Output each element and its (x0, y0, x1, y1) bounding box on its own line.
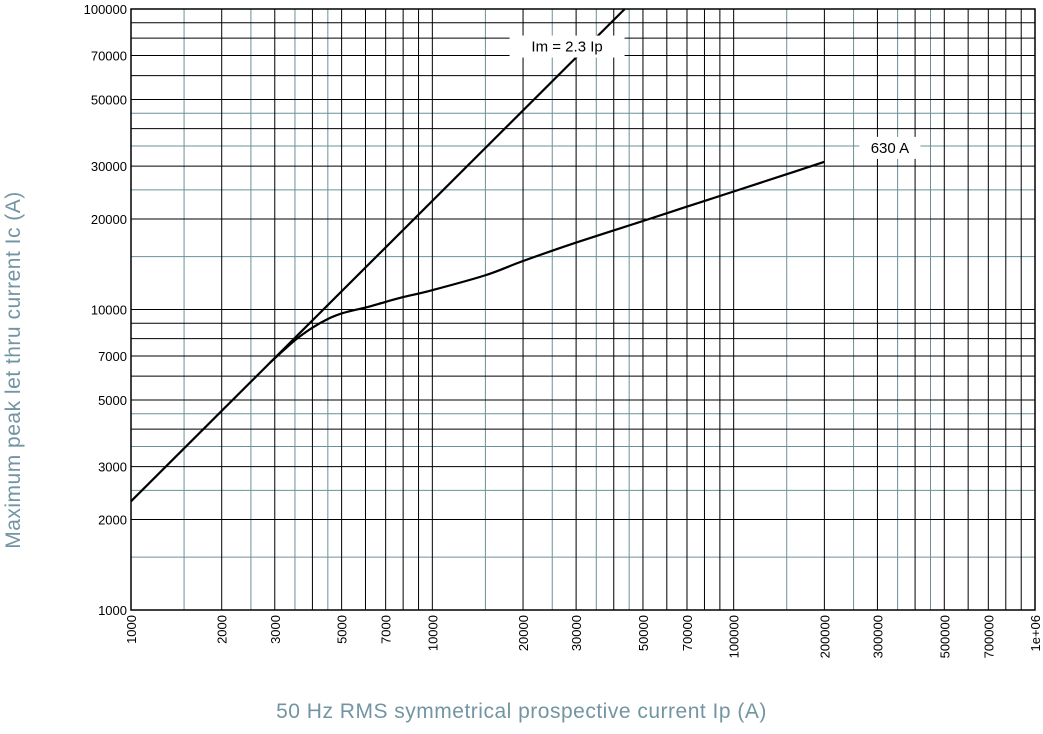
x-axis-title: 50 Hz RMS symmetrical prospective curren… (276, 700, 767, 723)
x-tick-label: 1000 (124, 615, 139, 644)
x-tick-label: 200000 (817, 615, 832, 658)
y-tick-label: 1000 (98, 603, 127, 618)
x-tick-label: 10000 (425, 615, 440, 651)
annotation-box (509, 35, 625, 58)
y-tick-label: 3000 (98, 460, 127, 475)
y-axis-title: Maximum peak let thru current Ic (A) (2, 191, 25, 549)
x-tick-label: 3000 (268, 615, 283, 644)
x-tick-label: 70000 (680, 615, 695, 651)
annotation-630a-label: 630 A (871, 140, 909, 157)
x-tick-label: 100000 (727, 615, 742, 658)
x-tick-label: 30000 (569, 615, 584, 651)
y-tick-label: 10000 (91, 303, 127, 318)
annotation-box (859, 136, 921, 159)
y-tick-label: 7000 (98, 349, 127, 364)
y-tick-label: 20000 (91, 212, 127, 227)
x-tick-label: 50000 (636, 615, 651, 651)
x-tick-label: 7000 (379, 615, 394, 644)
annotation-im-label: Im = 2.3 Ip (531, 39, 602, 56)
x-tick-label: 500000 (937, 615, 952, 658)
y-tick-label: 2000 (98, 513, 127, 528)
x-tick-label: 300000 (870, 615, 885, 658)
y-tick-label: 100000 (84, 2, 127, 17)
x-tick-label: 2000 (215, 615, 230, 644)
y-tick-label: 70000 (91, 49, 127, 64)
y-tick-label: 30000 (91, 159, 127, 174)
x-tick-label: 5000 (335, 615, 350, 644)
x-tick-label: 1e+06 (1028, 615, 1043, 652)
y-tick-label: 5000 (98, 393, 127, 408)
y-tick-label: 50000 (91, 92, 127, 107)
plot-frame (130, 8, 1036, 611)
series-line-630a (269, 160, 825, 364)
x-tick-label: 700000 (981, 615, 996, 658)
x-tick-label: 20000 (516, 615, 531, 651)
series-line-im (130, 8, 626, 503)
